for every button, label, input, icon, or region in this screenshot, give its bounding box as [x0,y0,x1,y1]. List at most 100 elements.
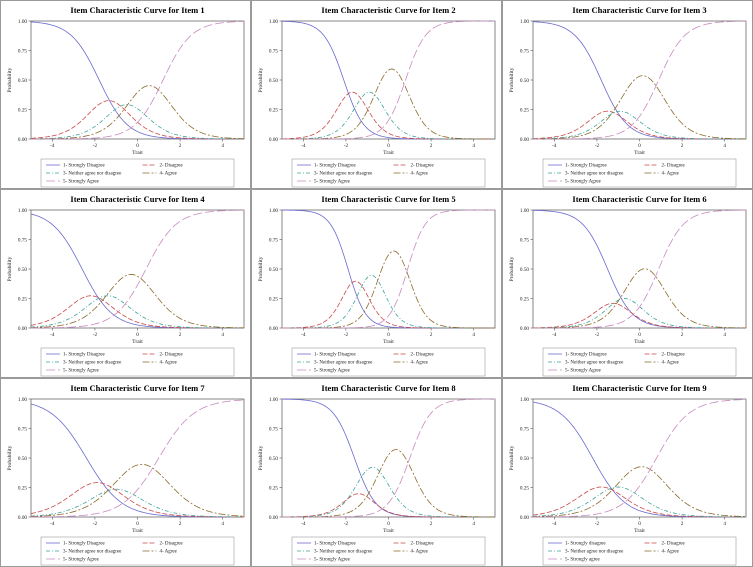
x-tick-label: 0 [638,143,641,149]
y-tick-label: 0.50 [269,456,278,462]
y-tick-label: 0.00 [520,326,529,332]
x-axis-label: Trait [383,528,394,534]
legend-label-2: 2- Disagree [411,353,435,358]
series-line-5 [533,20,747,140]
y-tick-label: 0.25 [18,296,27,302]
x-tick-label: 0 [136,143,139,149]
y-axis-label: Probability [7,256,13,281]
x-tick-label: 0 [387,143,390,149]
y-tick-label: 0.00 [520,137,529,143]
y-tick-label: 1.00 [520,397,529,403]
x-tick-label: 4 [221,332,224,338]
y-axis-label: Probability [509,445,515,470]
x-axis-label: Trait [634,150,645,156]
y-tick-label: 1.00 [520,19,529,25]
chart-title: Item Characteristic Curve for Item 9 [572,383,706,393]
x-axis-label: Trait [634,339,645,345]
y-tick-label: 0.75 [18,48,27,54]
legend-box [291,347,486,377]
legend-label-3: 3- Neither agree nor disagree [63,550,122,555]
y-tick-label: 1.00 [269,397,278,403]
y-axis-label: Probability [258,445,264,470]
chart-panel-item-3: Item Characteristic Curve for Item 3 0.00… [502,0,753,189]
x-axis-label: Trait [383,339,394,345]
legend-box [40,347,235,377]
series-line-4 [282,449,495,518]
legend-label-3: 3- Neither agree nor disagree [314,361,373,366]
x-tick-label: 2 [430,332,433,338]
series-line-4 [532,75,747,140]
y-axis-label: Probability [7,67,13,92]
x-axis-label: Trait [132,528,143,534]
chart-panel-item-4: Item Characteristic Curve for Item 4 0.00… [0,189,251,378]
legend-label-2: 2- Disagree [662,542,686,547]
y-tick-label: 0.75 [520,426,529,432]
series-line-4 [30,85,245,140]
y-tick-label: 0.25 [269,485,278,491]
x-axis-label: Trait [132,339,143,345]
y-tick-label: 1.00 [18,19,27,25]
y-tick-label: 0.25 [520,107,529,113]
y-tick-label: 0.00 [18,515,27,521]
x-tick-label: 4 [723,521,726,527]
x-tick-label: 2 [681,332,684,338]
x-tick-label: 4 [221,521,224,527]
legend-label-3: 3- Neither agree nor disagree [565,172,624,177]
legend-label-1: 1- Strongly Disagree [314,353,356,358]
legend-label-4: 4- Agree [662,550,680,555]
y-tick-label: 0.50 [520,456,529,462]
series-line-5 [282,398,495,518]
chart-title: Item Characteristic Curve for Item 3 [572,5,706,15]
y-tick-label: 0.25 [269,107,278,113]
x-tick-label: -2 [344,521,349,527]
chart-title: Item Characteristic Curve for Item 5 [321,194,455,204]
legend-box [542,158,737,188]
legend-label-1: 1- Strongly Disagree [314,164,356,169]
y-tick-label: 0.25 [18,485,27,491]
x-tick-label: 4 [723,143,726,149]
chart-title: Item Characteristic Curve for Item 8 [321,383,455,393]
plot-frame [281,20,496,140]
y-tick-label: 0.00 [18,137,27,143]
x-tick-label: 0 [387,521,390,527]
x-tick-label: -2 [93,332,98,338]
series-line-3 [30,295,244,329]
y-tick-label: 0.00 [269,326,278,332]
series-line-4 [282,250,495,329]
chart-svg: Item Characteristic Curve for Item 2 0.00… [258,5,496,188]
chart-title: Item Characteristic Curve for Item 2 [321,5,455,15]
x-tick-label: -2 [344,143,349,149]
x-tick-label: 2 [681,143,684,149]
series-line-2 [281,493,495,518]
legend-label-4: 4- Agree [662,361,680,366]
chart-title: Item Characteristic Curve for Item 4 [70,194,205,204]
legend-label-1: 1- Strongly Disagree [63,353,105,358]
chart-panel-item-1: Item Characteristic Curve for Item 1 0.00… [0,0,251,189]
y-axis-label: Probability [258,256,264,281]
y-tick-label: 0.75 [269,237,278,243]
legend-label-5: 5- Strongly Agree [314,369,351,374]
series-line-5 [533,209,747,329]
x-tick-label: 4 [723,332,726,338]
chart-svg: Item Characteristic Curve for Item 3 0.00… [509,5,747,188]
series-line-4 [532,466,747,518]
chart-svg: Item Characteristic Curve for Item 4 0.00… [7,194,245,377]
y-tick-label: 0.75 [520,48,529,54]
legend-label-3: 3- Neither agree nor disagree [314,550,373,555]
chart-svg: Item Characteristic Curve for Item 6 0.00… [509,194,747,377]
series-line-4 [282,68,495,140]
y-tick-label: 0.75 [269,48,278,54]
legend-label-5: 5- Strongly Agree [314,180,351,185]
legend-label-5: 5- Strongly Agree [63,369,100,374]
y-tick-label: 0.50 [520,267,529,273]
plot-frame [30,20,245,140]
y-tick-label: 1.00 [18,208,27,214]
series-line-4 [30,274,245,329]
series-line-2 [30,295,244,329]
legend-label-3: 3- Neither agree nor disagree [565,550,624,555]
x-tick-label: 2 [179,143,182,149]
series-line-5 [30,209,245,329]
legend-box [542,536,737,566]
legend-label-5: 5- Strongly Agree [314,558,351,563]
series-line-3 [532,486,747,518]
